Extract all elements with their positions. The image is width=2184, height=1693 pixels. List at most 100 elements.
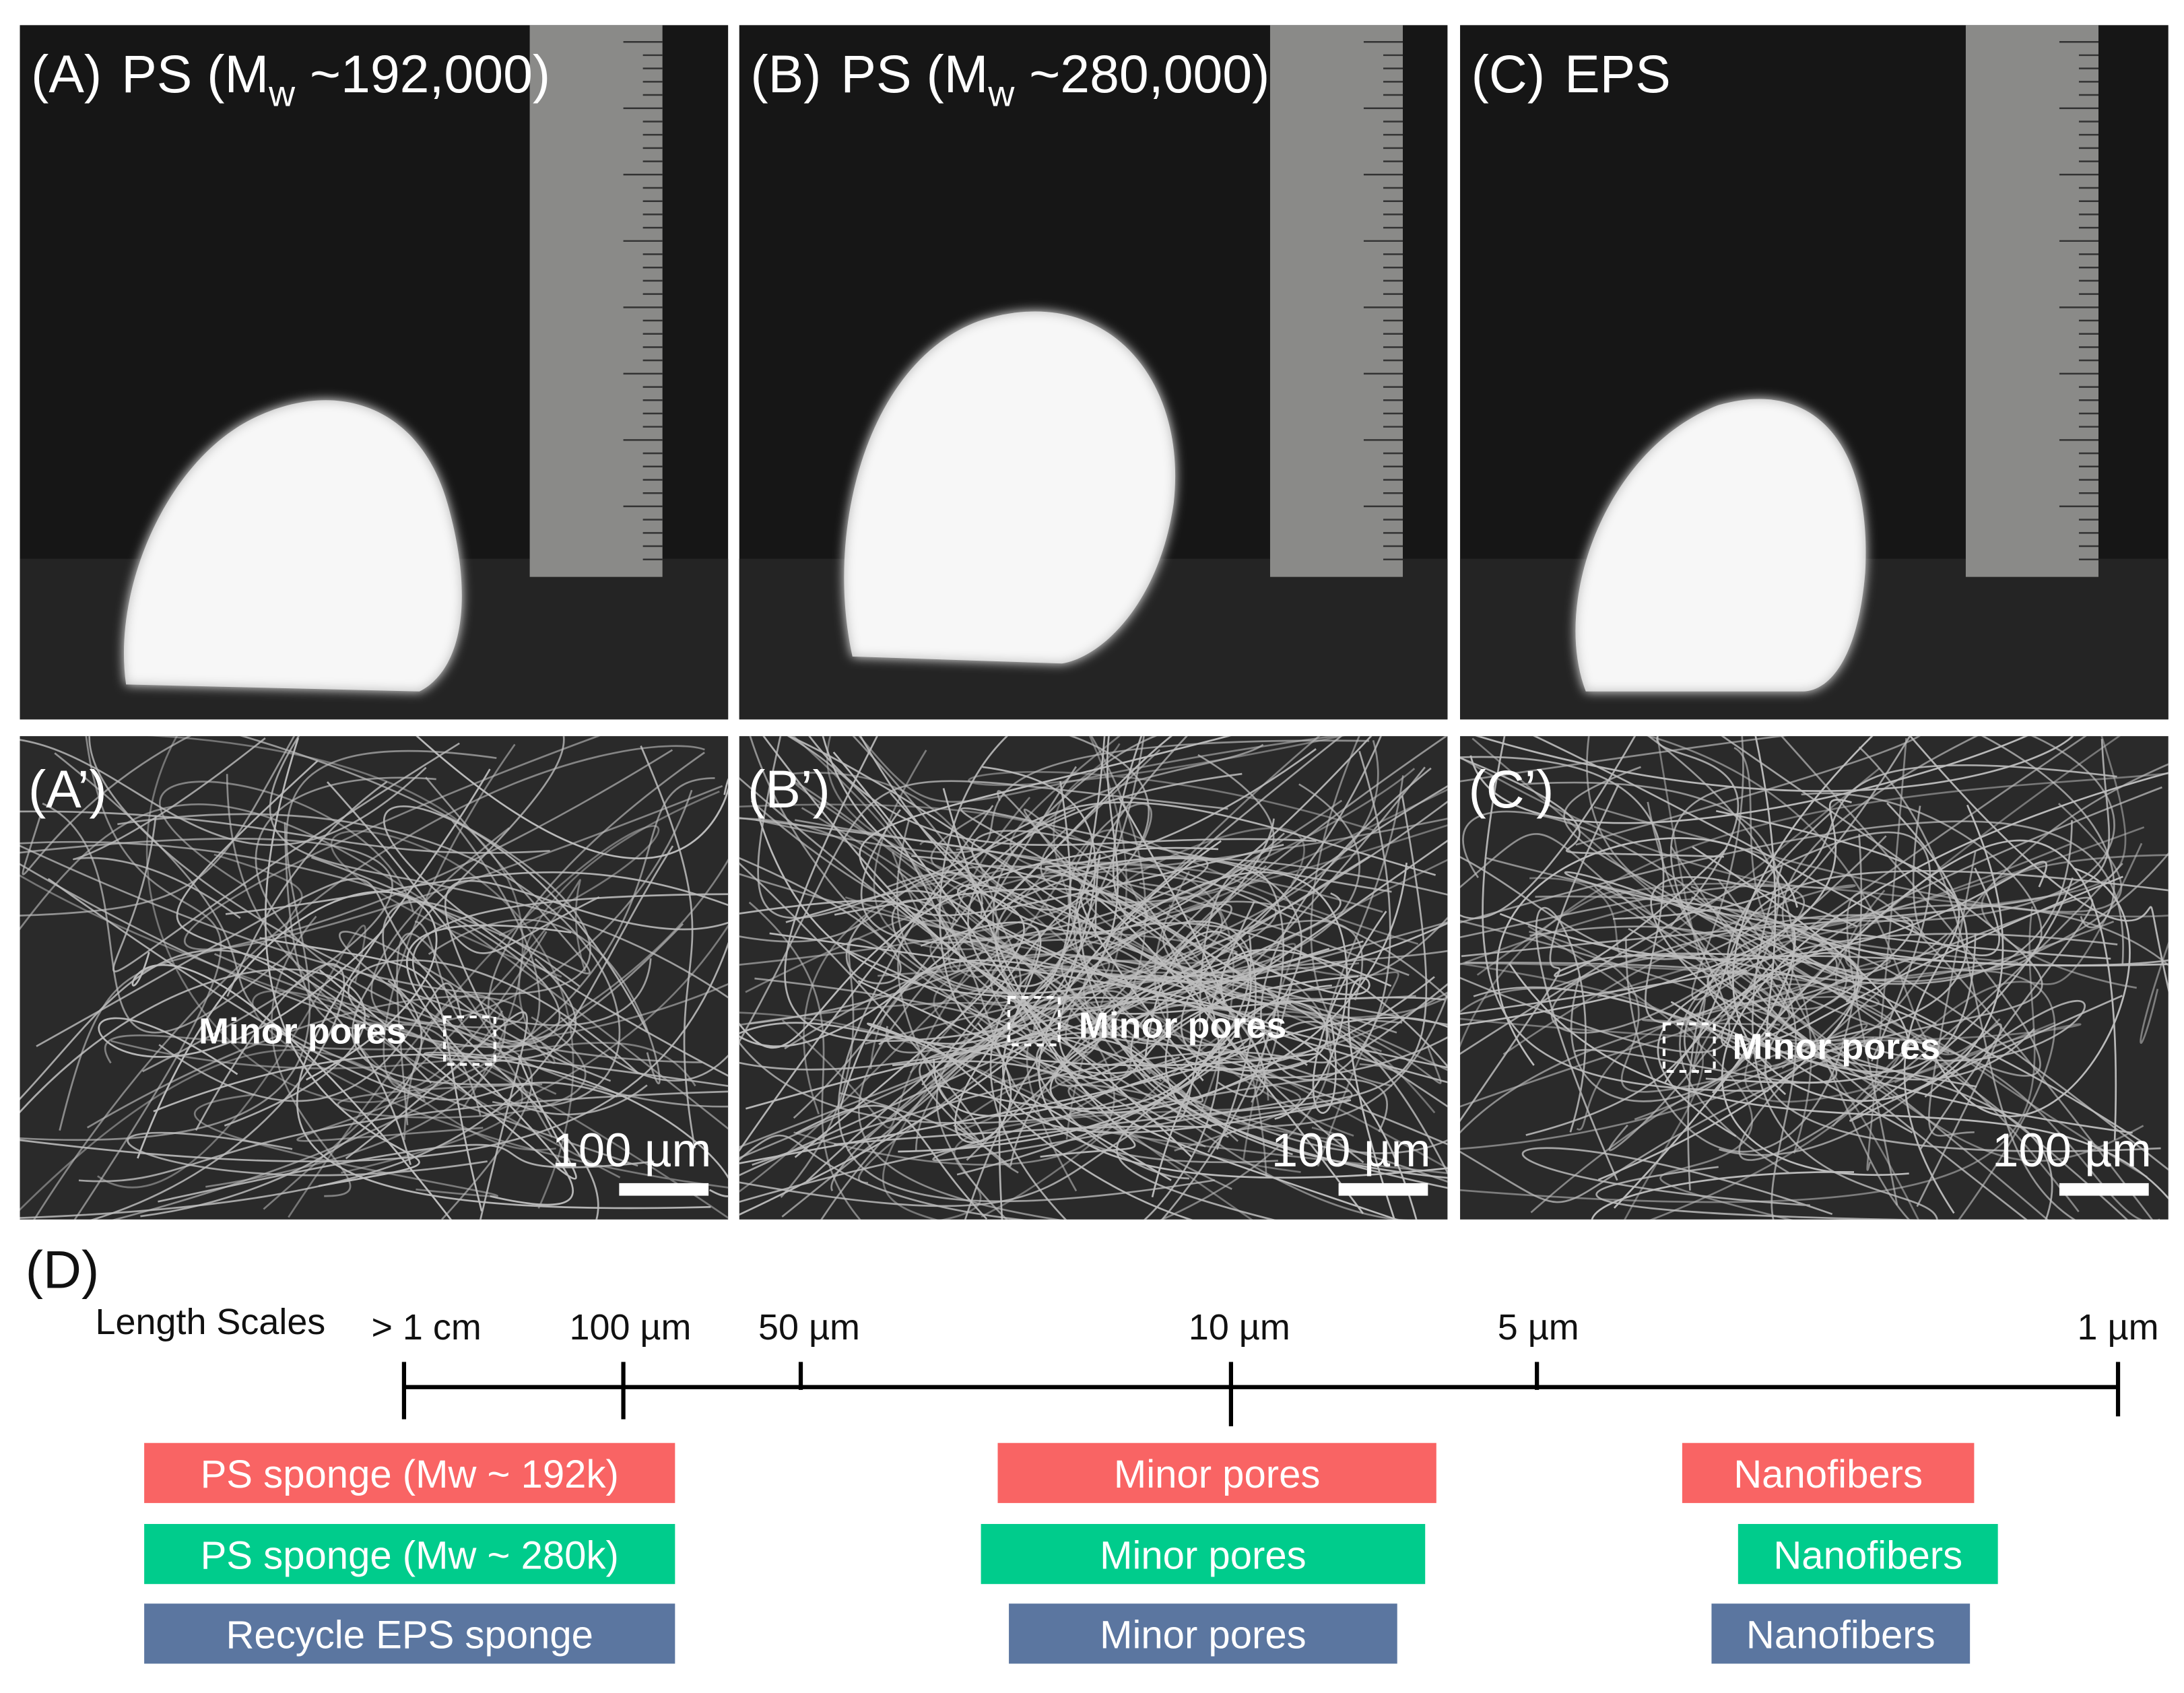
fiber <box>383 743 548 1090</box>
fiber <box>1612 764 2117 920</box>
fiber <box>1162 900 1448 1024</box>
annotation: Minor pores <box>1079 1005 1287 1046</box>
fiber <box>867 1022 1317 1181</box>
fiber <box>1720 736 2043 1090</box>
fiber <box>263 879 587 1210</box>
panel-title: (A) PS (Mw ~192,000) <box>31 44 550 114</box>
fiber <box>145 736 504 1103</box>
fiber <box>73 737 266 919</box>
fiber <box>1460 736 1911 960</box>
fiber <box>954 974 1055 1143</box>
range-bar <box>144 1603 675 1664</box>
fiber <box>1471 737 2144 1162</box>
fiber <box>20 845 674 1219</box>
fiber <box>780 937 1094 1198</box>
fiber <box>1726 810 2053 1220</box>
sem-panel: (C’) Minor pores 100 µm <box>1460 736 2169 1220</box>
panel-label: (A) <box>31 44 102 104</box>
fiber <box>414 921 684 1048</box>
sem-panel: (A’) Minor pores 100 µm <box>20 736 729 1220</box>
fiber <box>90 963 345 1220</box>
fiber <box>352 736 565 1086</box>
panel-tail: ~192,000) <box>295 44 550 104</box>
fiber <box>112 742 460 972</box>
fiber <box>255 776 702 1063</box>
scale-bar <box>2059 1183 2149 1196</box>
fiber <box>834 1018 1212 1146</box>
range-bar <box>1682 1442 1975 1503</box>
fiber <box>937 861 1383 974</box>
fiber <box>251 990 729 1219</box>
fiber <box>1754 736 2123 1040</box>
sem-panel: (B’) Minor pores 100 µm <box>739 736 1448 1220</box>
axis-tick-label: 50 µm <box>758 1307 860 1348</box>
fiber <box>22 736 192 875</box>
fiber <box>1656 736 1740 927</box>
fiber <box>739 862 985 1143</box>
scale-bar-label: 100 µm <box>1992 1123 2152 1176</box>
scale-bar <box>619 1183 709 1196</box>
fiber <box>1460 987 1773 1068</box>
panel-label: (B) <box>750 44 821 104</box>
fiber <box>739 1011 1301 1173</box>
fiber <box>794 736 1025 1158</box>
fiber <box>73 736 222 1220</box>
fiber <box>111 777 715 1220</box>
fiber <box>739 736 1173 1048</box>
fiber <box>1092 1011 1353 1120</box>
range-label: PS sponge (Mw ~ 280k) <box>201 1533 619 1577</box>
fiber <box>296 768 711 1209</box>
fiber <box>1649 1034 2148 1220</box>
fiber <box>213 853 621 1179</box>
range-bar <box>1738 1524 1998 1585</box>
fiber <box>739 932 1266 1164</box>
fiber <box>370 789 693 1025</box>
fiber <box>1529 767 1880 958</box>
fiber <box>1586 736 1863 1069</box>
fiber <box>158 983 463 1102</box>
fiber <box>20 1049 556 1211</box>
fiber <box>1550 835 1887 1034</box>
axis-tick-label: 10 µm <box>1189 1307 1290 1348</box>
fiber <box>897 919 1152 1174</box>
photo-panel: (C) EPS <box>1460 25 2169 720</box>
fiber <box>1773 763 2169 1047</box>
range-label: Minor pores <box>1114 1453 1321 1496</box>
sem-label: (B’) <box>748 760 830 819</box>
fiber <box>1981 736 2115 929</box>
fiber <box>1597 736 2127 999</box>
fiber <box>1932 867 2131 1117</box>
fiber <box>158 781 414 912</box>
panel-label: (C) <box>1471 44 1545 104</box>
fiber <box>1720 916 1914 1049</box>
fiber <box>857 957 1111 1184</box>
fiber <box>1672 736 2041 1077</box>
range-label: Minor pores <box>1100 1614 1306 1657</box>
fiber <box>20 739 427 846</box>
panel-subscript: w <box>987 74 1015 114</box>
ruler <box>1965 25 2099 577</box>
fiber <box>859 736 1372 933</box>
fiber <box>1460 756 1856 1055</box>
fiber <box>1038 840 1448 1179</box>
fiber <box>1139 865 1267 962</box>
fiber <box>1475 736 2074 792</box>
fiber <box>1767 896 2094 1151</box>
fiber <box>1460 820 2124 965</box>
fiber <box>98 931 383 1075</box>
fiber <box>1460 757 1724 858</box>
fiber <box>348 959 638 1073</box>
fiber <box>762 736 1071 987</box>
fiber <box>1719 1023 2002 1207</box>
fiber <box>20 810 550 854</box>
fiber <box>1529 931 1874 1093</box>
fiber <box>739 1024 1070 1176</box>
fiber <box>518 790 720 1065</box>
fiber <box>1045 748 1317 982</box>
fiber <box>225 871 729 915</box>
fiber <box>444 879 729 1018</box>
fiber <box>898 930 1252 1153</box>
fiber <box>739 817 1364 1164</box>
annotation: Minor pores <box>199 1011 407 1051</box>
